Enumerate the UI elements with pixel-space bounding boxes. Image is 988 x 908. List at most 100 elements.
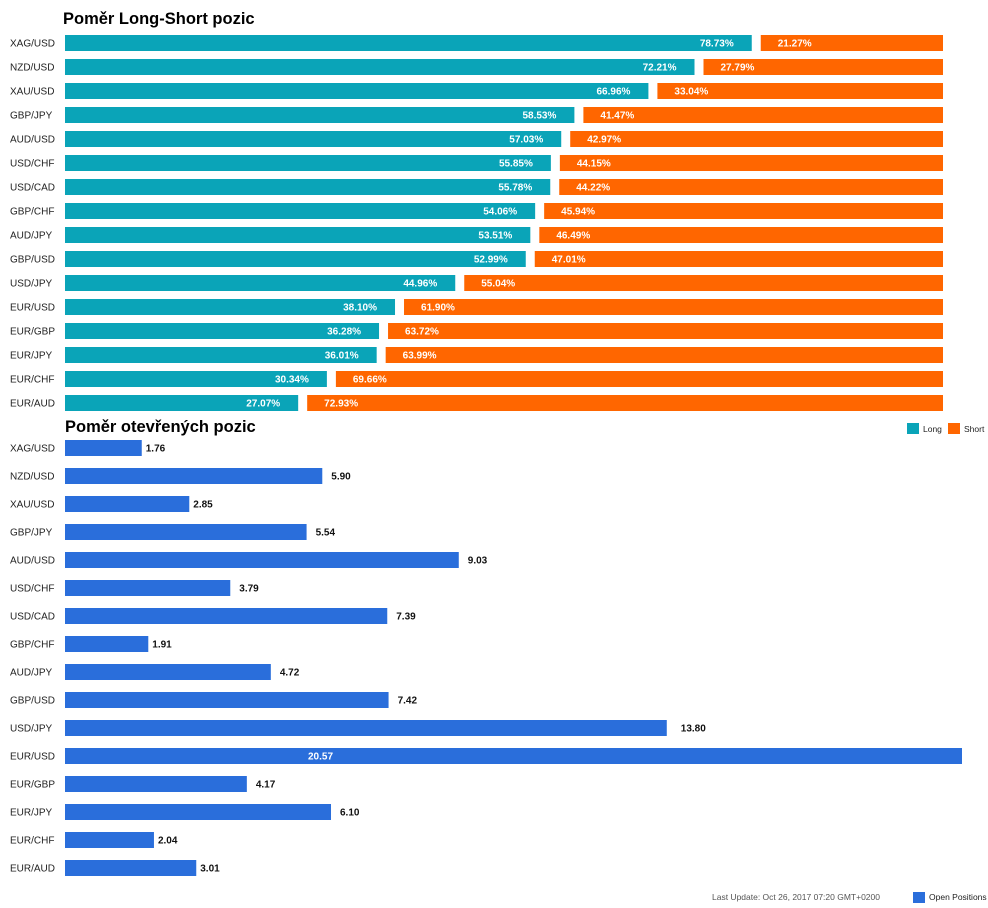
open-positions-bar [65, 804, 332, 820]
open-positions-value-label: 5.90 [331, 472, 351, 483]
category-label: XAG/USD [10, 444, 55, 455]
open-positions-row: XAU/USD 2.85 [10, 496, 213, 512]
open-positions-row: GBP/USD 7.42 [10, 692, 417, 708]
long-value-label: 55.78% [498, 183, 532, 194]
short-bar [385, 347, 943, 363]
long-value-label: 54.06% [483, 207, 517, 218]
open-positions-value-label: 4.72 [280, 668, 300, 679]
category-label: USD/CHF [10, 159, 54, 170]
category-label: USD/JPY [10, 279, 53, 290]
open-positions-row: EUR/AUD 3.01 [10, 860, 220, 876]
open-positions-value-label: 2.85 [193, 500, 213, 511]
long-bar [65, 155, 551, 171]
open-positions-bar [65, 664, 271, 680]
long-bar [65, 371, 327, 387]
open-positions-bar [65, 748, 962, 764]
long-bar [65, 275, 456, 291]
long-value-label: 55.85% [499, 159, 533, 170]
short-value-label: 41.47% [600, 111, 634, 122]
short-bar [534, 251, 943, 267]
open-positions-value-label: 20.57 [308, 752, 333, 763]
open-positions-row: USD/CHF 3.79 [10, 580, 259, 596]
legend-open-positions-label: Open Positions [929, 892, 987, 902]
category-label: EUR/JPY [10, 351, 53, 362]
long-bar [65, 227, 531, 243]
long-bar [65, 179, 551, 195]
open-positions-value-label: 3.01 [200, 864, 220, 875]
open-positions-row: EUR/JPY 6.10 [10, 804, 360, 820]
long-short-row: USD/CHF 55.85% 44.15% [10, 155, 943, 171]
short-bar [703, 59, 943, 75]
open-positions-bar [65, 776, 247, 792]
long-bar [65, 323, 380, 339]
open-positions-row: EUR/USD 20.57 [10, 748, 962, 764]
open-positions-value-label: 6.10 [340, 808, 360, 819]
open-positions-value-label: 4.17 [256, 780, 276, 791]
open-positions-row: USD/JPY 13.80 [10, 720, 706, 736]
long-value-label: 36.28% [327, 327, 361, 338]
open-positions-row: NZD/USD 5.90 [10, 468, 351, 484]
category-label: EUR/USD [10, 752, 55, 763]
long-value-label: 30.34% [275, 375, 309, 386]
long-bar [65, 395, 299, 411]
short-value-label: 46.49% [556, 231, 590, 242]
long-short-chart-title: Poměr Long-Short pozic [63, 10, 255, 28]
category-label: EUR/GBP [10, 327, 55, 338]
long-bar [65, 251, 526, 267]
long-value-label: 27.07% [246, 399, 280, 410]
short-bar [307, 395, 944, 411]
long-value-label: 66.96% [596, 87, 630, 98]
short-bar [559, 155, 943, 171]
long-bar [65, 131, 562, 147]
short-bar [335, 371, 943, 387]
open-positions-value-label: 2.04 [158, 836, 178, 847]
category-label: EUR/JPY [10, 808, 53, 819]
open-positions-value-label: 1.91 [152, 640, 172, 651]
short-bar [760, 35, 943, 51]
open-positions-chart: Poměr otevřených pozic XAG/USD 1.76 NZD/US… [10, 418, 962, 876]
open-positions-row: EUR/GBP 4.17 [10, 776, 276, 792]
open-positions-row: AUD/USD 9.03 [10, 552, 488, 568]
open-positions-row: GBP/JPY 5.54 [10, 524, 335, 540]
short-bar [404, 299, 943, 315]
open-positions-row: AUD/JPY 4.72 [10, 664, 300, 680]
category-label: EUR/CHF [10, 836, 54, 847]
category-label: USD/JPY [10, 724, 53, 735]
category-label: AUD/USD [10, 135, 55, 146]
short-bar [539, 227, 943, 243]
long-value-label: 53.51% [478, 231, 512, 242]
short-value-label: 61.90% [421, 303, 455, 314]
open-positions-value-label: 7.39 [396, 612, 416, 623]
long-short-row: EUR/CHF 30.34% 69.66% [10, 371, 943, 387]
long-short-row: EUR/AUD 27.07% 72.93% [10, 395, 944, 411]
open-positions-value-label: 13.80 [681, 724, 706, 735]
category-label: GBP/USD [10, 255, 55, 266]
long-short-row: AUD/JPY 53.51% 46.49% [10, 227, 943, 243]
short-value-label: 69.66% [353, 375, 387, 386]
open-positions-row: USD/CAD 7.39 [10, 608, 416, 624]
category-label: NZD/USD [10, 63, 54, 74]
category-label: USD/CAD [10, 183, 55, 194]
long-short-row: EUR/GBP 36.28% 63.72% [10, 323, 943, 339]
open-positions-bar [65, 608, 388, 624]
short-bar [544, 203, 943, 219]
long-short-row: EUR/JPY 36.01% 63.99% [10, 347, 943, 363]
open-positions-row: XAG/USD 1.76 [10, 440, 166, 456]
category-label: XAU/USD [10, 500, 54, 511]
short-value-label: 72.93% [324, 399, 358, 410]
open-positions-bar [65, 552, 459, 568]
category-label: AUD/USD [10, 556, 55, 567]
legend-long-swatch [907, 423, 919, 434]
long-short-row: USD/JPY 44.96% 55.04% [10, 275, 943, 291]
category-label: NZD/USD [10, 472, 54, 483]
short-value-label: 42.97% [587, 135, 621, 146]
category-label: EUR/AUD [10, 864, 55, 875]
short-value-label: 63.72% [405, 327, 439, 338]
open-positions-value-label: 7.42 [398, 696, 418, 707]
category-label: EUR/USD [10, 303, 55, 314]
category-label: EUR/CHF [10, 375, 54, 386]
short-bar [657, 83, 943, 99]
open-positions-bar [65, 496, 190, 512]
short-bar [388, 323, 943, 339]
open-positions-value-label: 9.03 [468, 556, 488, 567]
